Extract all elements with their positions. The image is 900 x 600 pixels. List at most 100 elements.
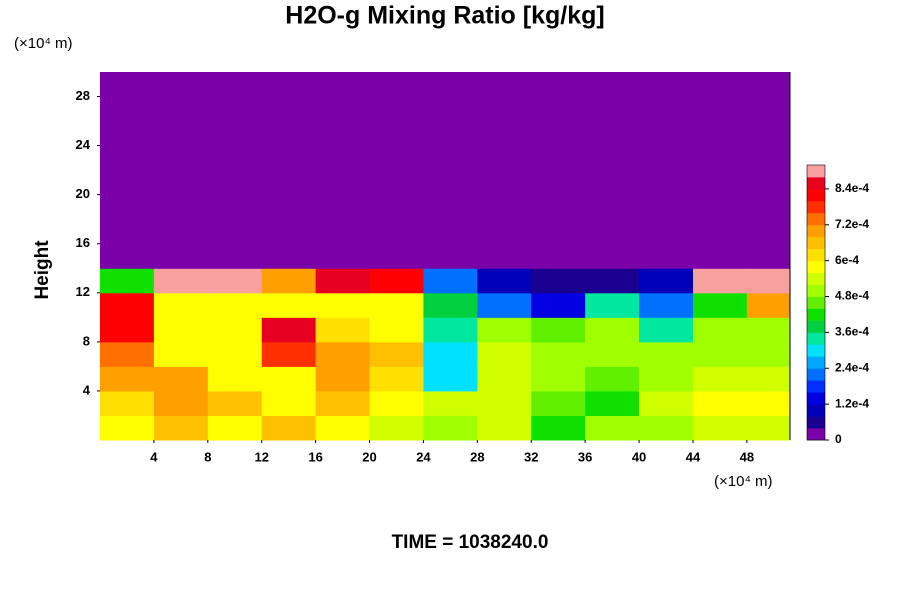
colorbar-band <box>807 380 825 393</box>
cell <box>423 72 478 269</box>
cell <box>531 268 586 294</box>
cell <box>261 366 317 392</box>
cell <box>477 366 532 392</box>
cell <box>369 390 424 416</box>
y-tick-label: 8 <box>83 333 90 348</box>
cell <box>207 292 263 318</box>
colorbar-band <box>807 356 825 369</box>
x-tick-label: 40 <box>632 449 646 464</box>
cell <box>585 341 640 367</box>
cell <box>207 72 263 269</box>
colorbar-band <box>807 404 825 417</box>
cell <box>585 317 640 343</box>
cell <box>100 366 155 392</box>
cell <box>746 390 791 416</box>
cell <box>531 72 586 269</box>
cell <box>207 390 263 416</box>
cell <box>585 72 640 269</box>
cell <box>315 268 371 294</box>
colorbar-band <box>807 236 825 250</box>
cell <box>315 292 371 318</box>
cell <box>423 390 478 416</box>
cell <box>531 366 586 392</box>
colorbar-band <box>807 200 825 214</box>
cell <box>207 366 263 392</box>
cell <box>153 292 209 318</box>
cell <box>477 268 532 294</box>
cell <box>315 390 371 416</box>
y-tick-label: 28 <box>76 88 90 103</box>
cell <box>531 390 586 416</box>
cell <box>100 292 155 318</box>
cell <box>369 72 424 269</box>
cell <box>585 268 640 294</box>
cell <box>639 366 694 392</box>
cell <box>531 292 586 318</box>
cell <box>261 341 317 367</box>
cell <box>477 292 532 318</box>
cell <box>692 317 748 343</box>
cell <box>692 366 748 392</box>
colorbar-band <box>807 188 825 202</box>
cell <box>639 317 694 343</box>
cell <box>153 317 209 343</box>
y-tick-label: 16 <box>76 235 90 250</box>
cell <box>207 317 263 343</box>
y-axis-label: Height <box>32 240 53 300</box>
colorbar-tick-label: 2.4e-4 <box>835 360 869 374</box>
colorbar-band <box>807 165 825 178</box>
colorbar-tick-label: 4.8e-4 <box>835 289 869 303</box>
cell <box>207 341 263 367</box>
cell <box>369 292 424 318</box>
y-tick-label: 20 <box>76 186 90 201</box>
colorbar-band <box>807 248 825 262</box>
colorbar-band <box>807 272 825 285</box>
colorbar-band <box>807 392 825 405</box>
x-tick-label: 32 <box>524 449 538 464</box>
cell <box>692 72 748 269</box>
cell <box>315 415 371 441</box>
cell <box>261 292 317 318</box>
cell <box>477 317 532 343</box>
colorbar-band <box>807 212 825 226</box>
time-label: TIME = 1038240.0 <box>392 532 549 553</box>
cell <box>746 268 791 294</box>
colorbar-tick-label: 0 <box>835 432 842 446</box>
cell <box>746 292 791 318</box>
colorbar-band <box>807 428 825 441</box>
cell <box>639 292 694 318</box>
cell <box>585 292 640 318</box>
cell <box>153 341 209 367</box>
x-tick-label: 36 <box>578 449 592 464</box>
x-tick-label: 16 <box>308 449 322 464</box>
cell <box>585 390 640 416</box>
cell <box>746 341 791 367</box>
cell <box>692 390 748 416</box>
cell <box>585 415 640 441</box>
cell <box>531 317 586 343</box>
cell <box>477 72 532 269</box>
cell <box>315 366 371 392</box>
cell <box>585 366 640 392</box>
cell <box>423 415 478 441</box>
cell <box>369 415 424 441</box>
cell <box>261 415 317 441</box>
x-unit: (×10⁴ m) <box>714 473 773 490</box>
x-tick-label: 28 <box>470 449 484 464</box>
cell <box>153 72 209 269</box>
cell <box>639 268 694 294</box>
cell <box>746 72 791 269</box>
cell <box>153 415 209 441</box>
cell <box>100 390 155 416</box>
cell <box>369 268 424 294</box>
cell <box>369 366 424 392</box>
y-tick-label: 4 <box>83 382 91 397</box>
colorbar-band <box>807 284 825 297</box>
cell <box>369 317 424 343</box>
x-tick-label: 8 <box>204 449 211 464</box>
cell <box>423 317 478 343</box>
x-tick-label: 12 <box>254 449 268 464</box>
cell <box>423 366 478 392</box>
colorbar-band <box>807 308 825 321</box>
